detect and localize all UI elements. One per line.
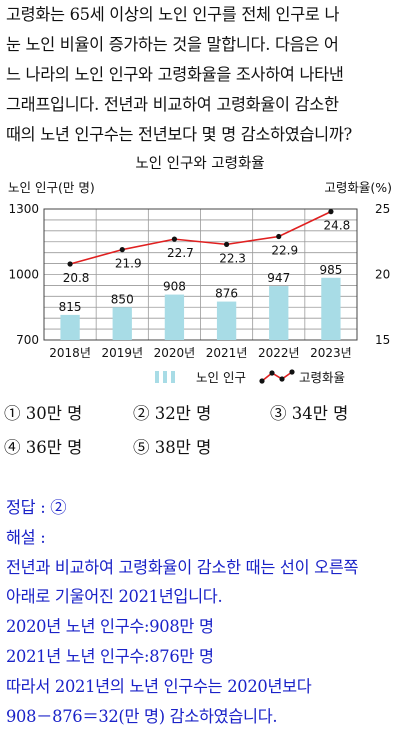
left-tick-label: 1300 — [8, 202, 39, 216]
question-line: 그래프입니다. 전년과 비교하여 고령화율이 감소한 — [6, 95, 339, 114]
plot-frame — [43, 208, 358, 341]
answer-line: 해설 : — [6, 527, 46, 547]
left-axis-label: 노인 인구(만 명) — [8, 180, 95, 195]
population-bar — [269, 286, 289, 340]
choice-text: 36만 명 — [25, 438, 83, 457]
x-tick-label: 2019년 — [101, 346, 143, 360]
answer-line: 전년과 비교하여 고령화율이 감소한 때는 선이 오른쪽 — [6, 557, 359, 577]
population-bar — [216, 301, 237, 340]
legend-marker — [289, 369, 295, 375]
legend-marker — [269, 370, 275, 376]
answer-line: 2021년 노년 인구수:876만 명 — [6, 646, 214, 666]
choice-marker: ③ — [270, 404, 287, 423]
aging-rate-point — [223, 241, 230, 247]
legend-marker — [279, 376, 285, 382]
line-value-label: 22.3 — [219, 251, 246, 265]
aging-rate-point — [276, 233, 282, 240]
legend-label-population: 노인 인구 — [196, 370, 246, 385]
choice-3[interactable]: ③ 34만 명 — [270, 400, 348, 424]
line-value-label: 24.8 — [324, 219, 351, 233]
line-value-label: 20.8 — [63, 271, 90, 285]
legend: 노인 인구 고령화율 — [155, 369, 345, 385]
right-tick-label: 25 — [375, 202, 390, 216]
answer-line: 아래로 기울어진 2021년입니다. — [6, 587, 223, 607]
line-value-label: 21.9 — [115, 257, 142, 271]
x-tick-label: 2022년 — [258, 346, 300, 360]
question-line: 고령화는 65세 이상의 노인 인구를 전체 인구로 나 — [6, 5, 340, 24]
choice-text: 30만 명 — [25, 404, 83, 423]
legend-swatch-bar — [171, 371, 175, 383]
answer-explanation: 정답 : ② 해설 : 전년과 비교하여 고령화율이 감소한 때는 선이 오른쪽… — [6, 493, 398, 731]
choice-marker: ① — [4, 404, 21, 423]
aging-rate-point — [171, 236, 178, 242]
answer-line: 2020년 노년 인구수:908만 명 — [6, 617, 214, 637]
line-value-label: 22.9 — [271, 244, 298, 258]
answer-line: 908－876＝32(만 명) 감소하였습니다. — [6, 706, 278, 726]
bar-value-label: 985 — [319, 263, 342, 277]
aging-rate-point — [67, 261, 73, 267]
bar-value-label: 947 — [267, 271, 290, 285]
choice-2[interactable]: ② 32만 명 — [133, 400, 211, 424]
choice-text: 38만 명 — [154, 438, 212, 457]
choice-1[interactable]: ① 30만 명 — [4, 400, 82, 424]
legend-item-population: 노인 인구 — [155, 370, 246, 385]
choice-marker: ⑤ — [133, 438, 150, 457]
right-axis-label: 고령화율(%) — [324, 180, 392, 195]
right-tick-label: 20 — [375, 268, 390, 282]
right-tick-label: 15 — [375, 333, 390, 347]
legend-marker — [259, 378, 265, 384]
choice-marker: ④ — [4, 438, 21, 457]
question-text: 고령화는 65세 이상의 노인 인구를 전체 인구로 나 눈 노인 비율이 증가… — [6, 0, 398, 150]
question-line: 눈 노인 비율이 증가하는 것을 말합니다. 다음은 어 — [6, 35, 339, 54]
bar-value-label: 815 — [59, 300, 82, 314]
bar-value-label: 876 — [215, 287, 238, 301]
population-bar — [164, 294, 185, 340]
choice-5[interactable]: ⑤ 38만 명 — [133, 434, 211, 458]
answer-line: 정답 : ② — [6, 498, 67, 517]
left-tick-label: 700 — [16, 333, 39, 347]
legend-item-aging-rate: 고령화율 — [259, 369, 345, 385]
population-aging-chart: 노인 인구와 고령화율 노인 인구(만 명) 고령화율(%) 815 850 908… — [8, 155, 392, 385]
choice-text: 32만 명 — [154, 404, 212, 423]
choice-marker: ② — [133, 404, 150, 423]
line-value-label: 22.7 — [167, 246, 194, 260]
population-bar — [60, 314, 80, 340]
x-tick-label: 2018년 — [49, 346, 91, 360]
bar-value-label: 850 — [111, 292, 134, 306]
x-tick-label: 2023년 — [310, 346, 352, 360]
legend-swatch-line — [261, 371, 293, 382]
population-bar — [112, 307, 132, 340]
answer-line: 따라서 2021년의 노년 인구수는 2020년보다 — [6, 676, 312, 696]
bar-value-label: 908 — [163, 280, 186, 294]
choice-4[interactable]: ④ 36만 명 — [4, 434, 82, 458]
x-tick-label: 2020년 — [154, 346, 196, 360]
x-tick-label: 2021년 — [206, 346, 248, 360]
legend-swatch-bar — [163, 371, 167, 383]
question-line: 느 나라의 노인 인구와 고령화율을 조사하여 나타낸 — [6, 65, 344, 84]
chart-title: 노인 인구와 고령화율 — [135, 155, 264, 172]
question-line: 때의 노년 인구수는 전년보다 몇 명 감소하였습니까? — [6, 125, 352, 144]
legend-label-aging-rate: 고령화율 — [299, 370, 345, 385]
left-tick-label: 1000 — [8, 268, 39, 282]
aging-rate-point — [119, 247, 125, 253]
choice-text: 34만 명 — [291, 404, 349, 423]
population-bar — [321, 277, 341, 340]
aging-rate-line — [69, 210, 332, 265]
legend-swatch-bar — [155, 371, 159, 383]
aging-rate-point — [328, 209, 334, 215]
